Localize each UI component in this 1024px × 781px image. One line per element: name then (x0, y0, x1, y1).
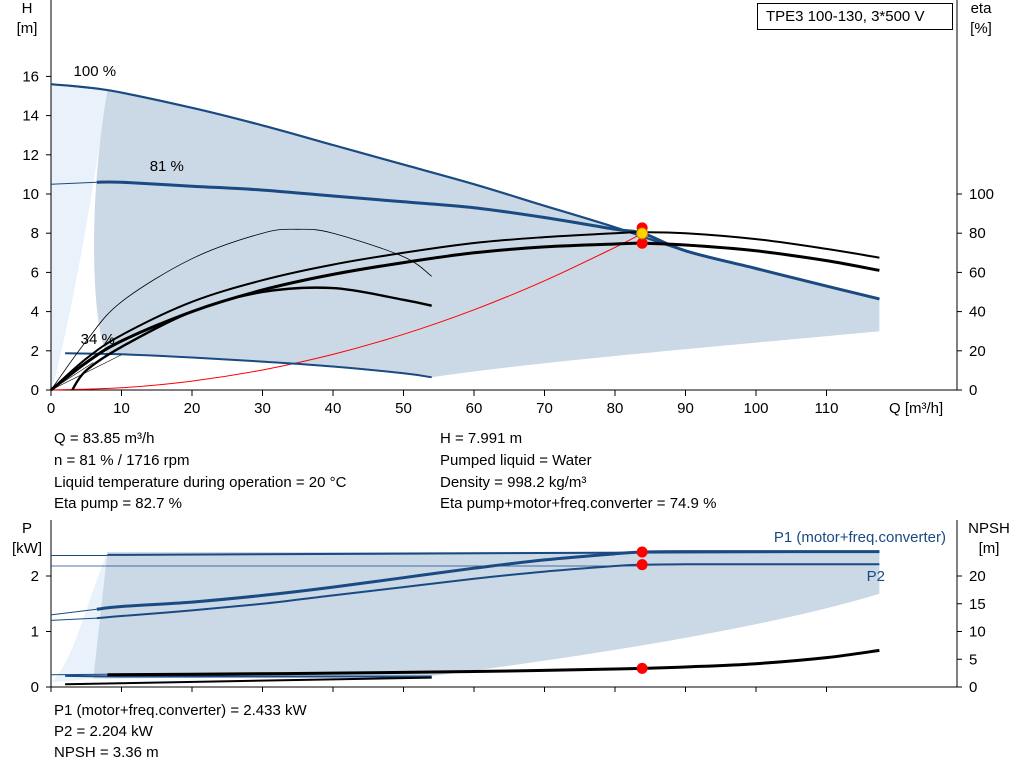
q-tick-label: 90 (677, 400, 694, 417)
q-tick-label: 80 (607, 400, 624, 417)
p2-marker (636, 559, 648, 571)
q-tick-label: 40 (325, 400, 342, 417)
npsh-axis-unit: [m] (979, 540, 1000, 557)
q-tick-label: 70 (536, 400, 553, 417)
efficiency-fan-line (50, 354, 122, 391)
efficiency-fan-line (50, 346, 108, 391)
h-tick-label: 8 (31, 225, 39, 242)
q-tick-label: 30 (254, 400, 271, 417)
eta-total-marker (636, 237, 648, 249)
eta-pump-readout: Eta pump = 82.7 % (54, 495, 182, 512)
liquid-temperature-readout: Liquid temperature during operation = 20… (54, 474, 347, 491)
head-readout: H = 7.991 m (440, 430, 523, 447)
q-tick-label: 50 (395, 400, 412, 417)
speed-readout: n = 81 % / 1716 rpm (54, 452, 190, 469)
h-tick-label: 14 (22, 108, 39, 125)
eta-tick-label: 100 (969, 186, 994, 203)
system-curve (50, 232, 643, 391)
npsh-lowflow-line (50, 673, 108, 676)
q-tick-label: 60 (466, 400, 483, 417)
npsh-tick-label: 5 (969, 651, 977, 668)
power-operating-region (93, 551, 880, 679)
q-tick-label: 100 (743, 400, 768, 417)
h-axis-unit: [m] (17, 20, 38, 37)
p2-81-lowflow-line (50, 617, 97, 621)
speed-curve-label: 34 % (81, 331, 115, 348)
operating-range-region (94, 90, 880, 378)
head-curve-81 (96, 180, 880, 301)
p1-81-lowflow-line (50, 608, 97, 616)
power-curve (96, 550, 880, 611)
eta-total-readout: Eta pump+motor+freq.converter = 74.9 % (440, 495, 717, 512)
p-axis-title: P (22, 520, 32, 537)
npsh-tick-label: 15 (969, 596, 986, 613)
efficiency-curve (50, 228, 432, 391)
speed-curve-label: 81 % (150, 158, 184, 175)
p2-series-label: P2 (867, 568, 885, 585)
efficiency-fan-line (50, 362, 94, 391)
h-tick-label: 4 (31, 304, 39, 321)
h-tick-label: 6 (31, 264, 39, 281)
pump-model-label: TPE3 100-130, 3*500 V (757, 3, 953, 30)
low-flow-region (51, 84, 108, 391)
npsh-tick-label: 20 (969, 568, 986, 585)
p1-marker (636, 546, 648, 558)
p-tick-label: 2 (31, 568, 39, 585)
p1-series-label: P1 (motor+freq.converter) (774, 529, 946, 546)
q-tick-label: 10 (113, 400, 130, 417)
q-axis-title: Q [m³/h] (889, 400, 943, 417)
npsh-tick-label: 10 (969, 624, 986, 641)
eta-axis-unit: [%] (970, 20, 992, 37)
q-tick-label: 110 (815, 400, 839, 417)
npsh-tick-label: 0 (969, 679, 977, 696)
power-low-speed-curve (65, 676, 432, 686)
npsh-marker (636, 662, 648, 674)
flow-readout: Q = 83.85 m³/h (54, 430, 155, 447)
h-tick-label: 2 (31, 343, 39, 360)
q-tick-label: 20 (184, 400, 201, 417)
h-axis-title: H (22, 0, 33, 17)
eta-tick-label: 40 (969, 304, 986, 321)
npsh-readout: NPSH = 3.36 m (54, 744, 159, 761)
duty-point-marker (636, 227, 649, 240)
h-tick-label: 12 (22, 147, 39, 164)
power-curve (65, 674, 432, 678)
q-tick-label: 0 (47, 400, 55, 417)
density-readout: Density = 998.2 kg/m³ (440, 474, 587, 491)
power-curve (96, 563, 880, 620)
eta-tick-label: 60 (969, 264, 986, 281)
npsh-curve (107, 648, 880, 677)
efficiency-curve (50, 241, 880, 392)
h-tick-label: 16 (22, 68, 39, 85)
eta-tick-label: 80 (969, 225, 986, 242)
npsh-axis-title: NPSH (968, 520, 1010, 537)
h81-lowflow-line (50, 181, 97, 185)
eta-tick-label: 0 (969, 382, 977, 399)
h-tick-label: 10 (22, 186, 39, 203)
efficiency-curve (71, 286, 432, 391)
p2-readout: P2 = 2.204 kW (54, 723, 153, 740)
p-tick-label: 0 (31, 679, 39, 696)
eta-axis-title: eta (971, 0, 993, 17)
eta-tick-label: 20 (969, 343, 986, 360)
speed-curve-label: 100 % (74, 63, 117, 80)
p-axis-unit: [kW] (12, 540, 42, 557)
head-curve-34 (65, 352, 432, 379)
h-tick-label: 0 (31, 382, 39, 399)
p-tick-label: 1 (31, 624, 39, 641)
power-low-flow-region (51, 552, 108, 683)
efficiency-curve (50, 231, 880, 391)
p1-readout: P1 (motor+freq.converter) = 2.433 kW (54, 702, 307, 719)
pumped-liquid-readout: Pumped liquid = Water (440, 452, 592, 469)
